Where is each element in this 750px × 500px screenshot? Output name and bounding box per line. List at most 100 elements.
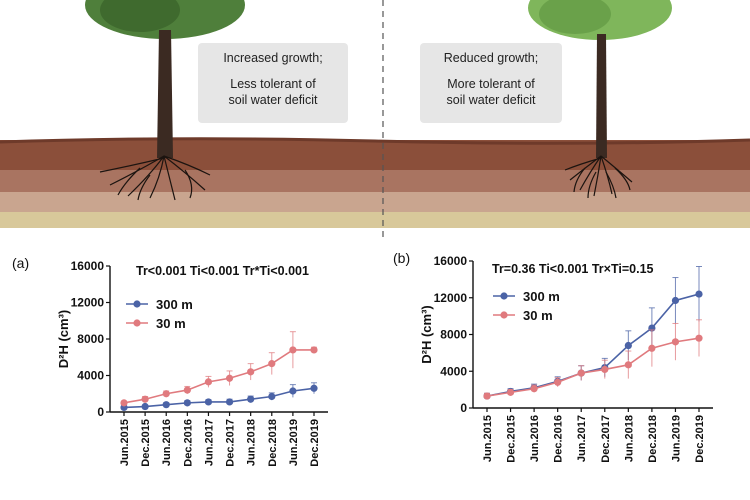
soil-middle-layer bbox=[0, 170, 750, 192]
series-line bbox=[123, 387, 315, 409]
soil-lower-layer bbox=[0, 192, 750, 212]
soil-surface-edge bbox=[0, 137, 750, 145]
y-tick-label: 0 bbox=[460, 401, 467, 415]
x-tick-label: Dec.2017 bbox=[600, 415, 612, 463]
series-line bbox=[123, 349, 314, 404]
y-tick-label: 4000 bbox=[440, 364, 467, 378]
x-tick-label: Dec.2016 bbox=[553, 415, 565, 463]
legend-marker bbox=[133, 319, 141, 327]
data-point bbox=[183, 386, 191, 394]
data-point bbox=[162, 390, 170, 398]
x-tick-label: Jun.2015 bbox=[119, 419, 131, 466]
soil-base-layer bbox=[0, 212, 750, 228]
x-tick-label: Dec.2019 bbox=[309, 419, 321, 467]
data-point bbox=[247, 395, 255, 403]
legend-marker bbox=[133, 300, 141, 308]
x-tick-label: Dec.2018 bbox=[267, 419, 279, 467]
data-point bbox=[310, 346, 318, 354]
legend-marker bbox=[500, 311, 508, 319]
series-line bbox=[486, 293, 700, 397]
data-point bbox=[247, 368, 255, 376]
x-tick-label: Dec.2015 bbox=[140, 419, 152, 467]
data-point bbox=[554, 378, 562, 386]
x-tick-label: Jun.2015 bbox=[482, 415, 494, 462]
series-300-m bbox=[120, 382, 318, 412]
x-tick-label: Dec.2015 bbox=[506, 415, 518, 463]
x-tick-label: Jun.2016 bbox=[161, 419, 173, 466]
data-point bbox=[268, 392, 276, 401]
x-tick-label: Dec.2017 bbox=[225, 419, 237, 467]
right-tree-foliage-shade bbox=[539, 0, 611, 34]
left-tree-roots bbox=[99, 155, 211, 201]
illustration-scene bbox=[0, 0, 750, 240]
data-point bbox=[225, 374, 234, 382]
data-point bbox=[695, 334, 703, 342]
legend-label: 30 m bbox=[156, 316, 186, 331]
y-tick-label: 16000 bbox=[434, 254, 468, 268]
legend-marker bbox=[500, 292, 508, 300]
data-point bbox=[601, 365, 609, 374]
right-tree-trunk bbox=[596, 34, 607, 158]
y-tick-label: 8000 bbox=[77, 332, 104, 346]
y-tick-label: 12000 bbox=[434, 291, 468, 305]
stats-annotation: Tr=0.36 Ti<0.001 Tr×Ti=0.15 bbox=[492, 262, 654, 276]
panel-label-a: (a) bbox=[12, 255, 30, 271]
data-point bbox=[671, 338, 680, 346]
right-summary-line1: Reduced growth; bbox=[443, 51, 539, 65]
right-tree-roots bbox=[564, 155, 633, 199]
series-line bbox=[486, 337, 700, 397]
y-axis-label: D²H (cm³) bbox=[419, 305, 434, 364]
panel-label-b: (b) bbox=[393, 250, 411, 266]
left-summary-line1: Increased growth; bbox=[223, 51, 323, 65]
x-tick-label: Jun.2018 bbox=[246, 419, 258, 466]
data-point bbox=[530, 385, 538, 393]
x-tick-label: Jun.2017 bbox=[203, 419, 215, 466]
series-30-m bbox=[483, 319, 703, 400]
data-point bbox=[204, 378, 213, 386]
chart-b: 0 4000 8000 12000 16000 Jun.2015 Dec.2015 Jun.2… bbox=[419, 254, 713, 463]
x-tick-label: Jun.2018 bbox=[623, 415, 635, 462]
data-point bbox=[624, 341, 632, 350]
x-tick-label: Dec.2016 bbox=[182, 419, 194, 467]
data-point bbox=[671, 296, 680, 305]
x-tick-label: Jun.2016 bbox=[529, 415, 541, 462]
left-summary-line2: Less tolerant of bbox=[230, 77, 316, 91]
right-summary-line3: soil water deficit bbox=[446, 93, 536, 107]
data-point bbox=[225, 398, 234, 406]
data-point bbox=[577, 369, 585, 377]
x-tick-label: Dec.2018 bbox=[647, 415, 659, 463]
right-summary-box: Reduced growth; More tolerant of soil wa… bbox=[420, 43, 562, 123]
left-summary-box: Increased growth; Less tolerant of soil … bbox=[198, 43, 348, 123]
y-tick-label: 4000 bbox=[77, 369, 104, 383]
data-point bbox=[624, 361, 632, 369]
series-300-m bbox=[483, 266, 703, 400]
left-tree-foliage-shade bbox=[100, 0, 180, 32]
data-point bbox=[310, 384, 318, 392]
x-tick-label: Dec.2019 bbox=[694, 415, 706, 463]
x-tick-label: Jun.2019 bbox=[288, 419, 300, 466]
soil-top-layer bbox=[0, 140, 750, 170]
x-tick-label: Jun.2019 bbox=[670, 415, 682, 462]
data-point bbox=[268, 360, 276, 368]
legend-label: 30 m bbox=[523, 308, 553, 323]
data-point bbox=[483, 392, 491, 400]
y-axis-label: D²H (cm³) bbox=[56, 310, 71, 369]
data-point bbox=[506, 388, 515, 396]
chart-a: 0 4000 8000 12000 16000 Jun.2015 Dec.2015 Jun.2… bbox=[56, 259, 328, 467]
legend-label: 300 m bbox=[523, 289, 560, 304]
y-tick-label: 16000 bbox=[71, 259, 105, 273]
data-point bbox=[141, 402, 149, 411]
right-summary-line2: More tolerant of bbox=[447, 77, 535, 91]
legend-label: 300 m bbox=[156, 297, 193, 312]
data-point bbox=[648, 344, 656, 352]
stats-annotation: Tr<0.001 Ti<0.001 Tr*Ti<0.001 bbox=[136, 264, 309, 278]
data-point bbox=[141, 395, 149, 403]
data-point bbox=[204, 398, 213, 406]
data-point bbox=[162, 401, 170, 409]
left-summary-line3: soil water deficit bbox=[228, 93, 318, 107]
series-30-m bbox=[120, 331, 318, 407]
left-tree-trunk bbox=[157, 30, 173, 158]
data-point bbox=[120, 399, 128, 407]
data-point bbox=[183, 399, 191, 407]
y-tick-label: 0 bbox=[97, 405, 104, 419]
